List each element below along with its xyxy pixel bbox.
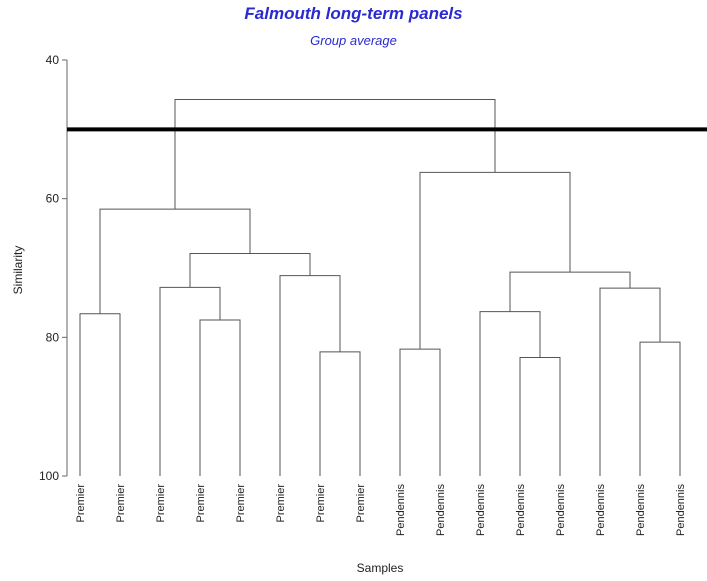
dendrogram-link <box>99 208 251 314</box>
y-axis-label: Similarity <box>11 246 25 295</box>
y-tick-label: 80 <box>46 330 60 344</box>
dendrogram-link <box>399 348 441 476</box>
dendrogram-link <box>519 356 561 476</box>
leaf-label: Premier <box>75 484 87 523</box>
dendrogram-link <box>419 171 571 350</box>
leaf-label: Pendennis <box>595 484 607 536</box>
leaf-label: Pendennis <box>475 484 487 536</box>
leaf-label: Pendennis <box>435 484 447 536</box>
leaf-label: Premier <box>355 484 367 523</box>
dendrogram-link <box>279 275 341 476</box>
leaf-label: Pendennis <box>555 484 567 536</box>
leaf-label: Premier <box>315 484 327 523</box>
dendrogram-link <box>319 351 361 476</box>
dendrogram-link <box>189 252 311 288</box>
leaf-label: Pendennis <box>395 484 407 536</box>
chart-subtitle: Group average <box>310 33 397 48</box>
leaf-label: Premier <box>155 484 167 523</box>
dendrogram-link <box>479 311 541 476</box>
leaf-label: Premier <box>275 484 287 523</box>
dendrogram-link <box>599 287 661 476</box>
leaf-label: Premier <box>235 484 247 523</box>
dendrogram-link <box>79 313 121 476</box>
dendrogram-link <box>639 341 681 476</box>
dendrogram-link <box>159 286 221 476</box>
y-tick-label: 100 <box>39 469 59 483</box>
leaf-label: Premier <box>195 484 207 523</box>
dendrogram-link <box>174 99 496 210</box>
leaf-label: Pendennis <box>515 484 527 536</box>
leaf-label: Pendennis <box>635 484 647 536</box>
leaf-label: Premier <box>115 484 127 523</box>
y-tick-label: 40 <box>46 53 60 67</box>
dendrogram-link <box>509 271 631 312</box>
y-tick-label: 60 <box>46 192 60 206</box>
x-axis-label: Samples <box>357 561 404 575</box>
dendrogram-link <box>199 319 241 476</box>
chart-title: Falmouth long-term panels <box>244 4 463 23</box>
leaf-label: Pendennis <box>675 484 687 536</box>
